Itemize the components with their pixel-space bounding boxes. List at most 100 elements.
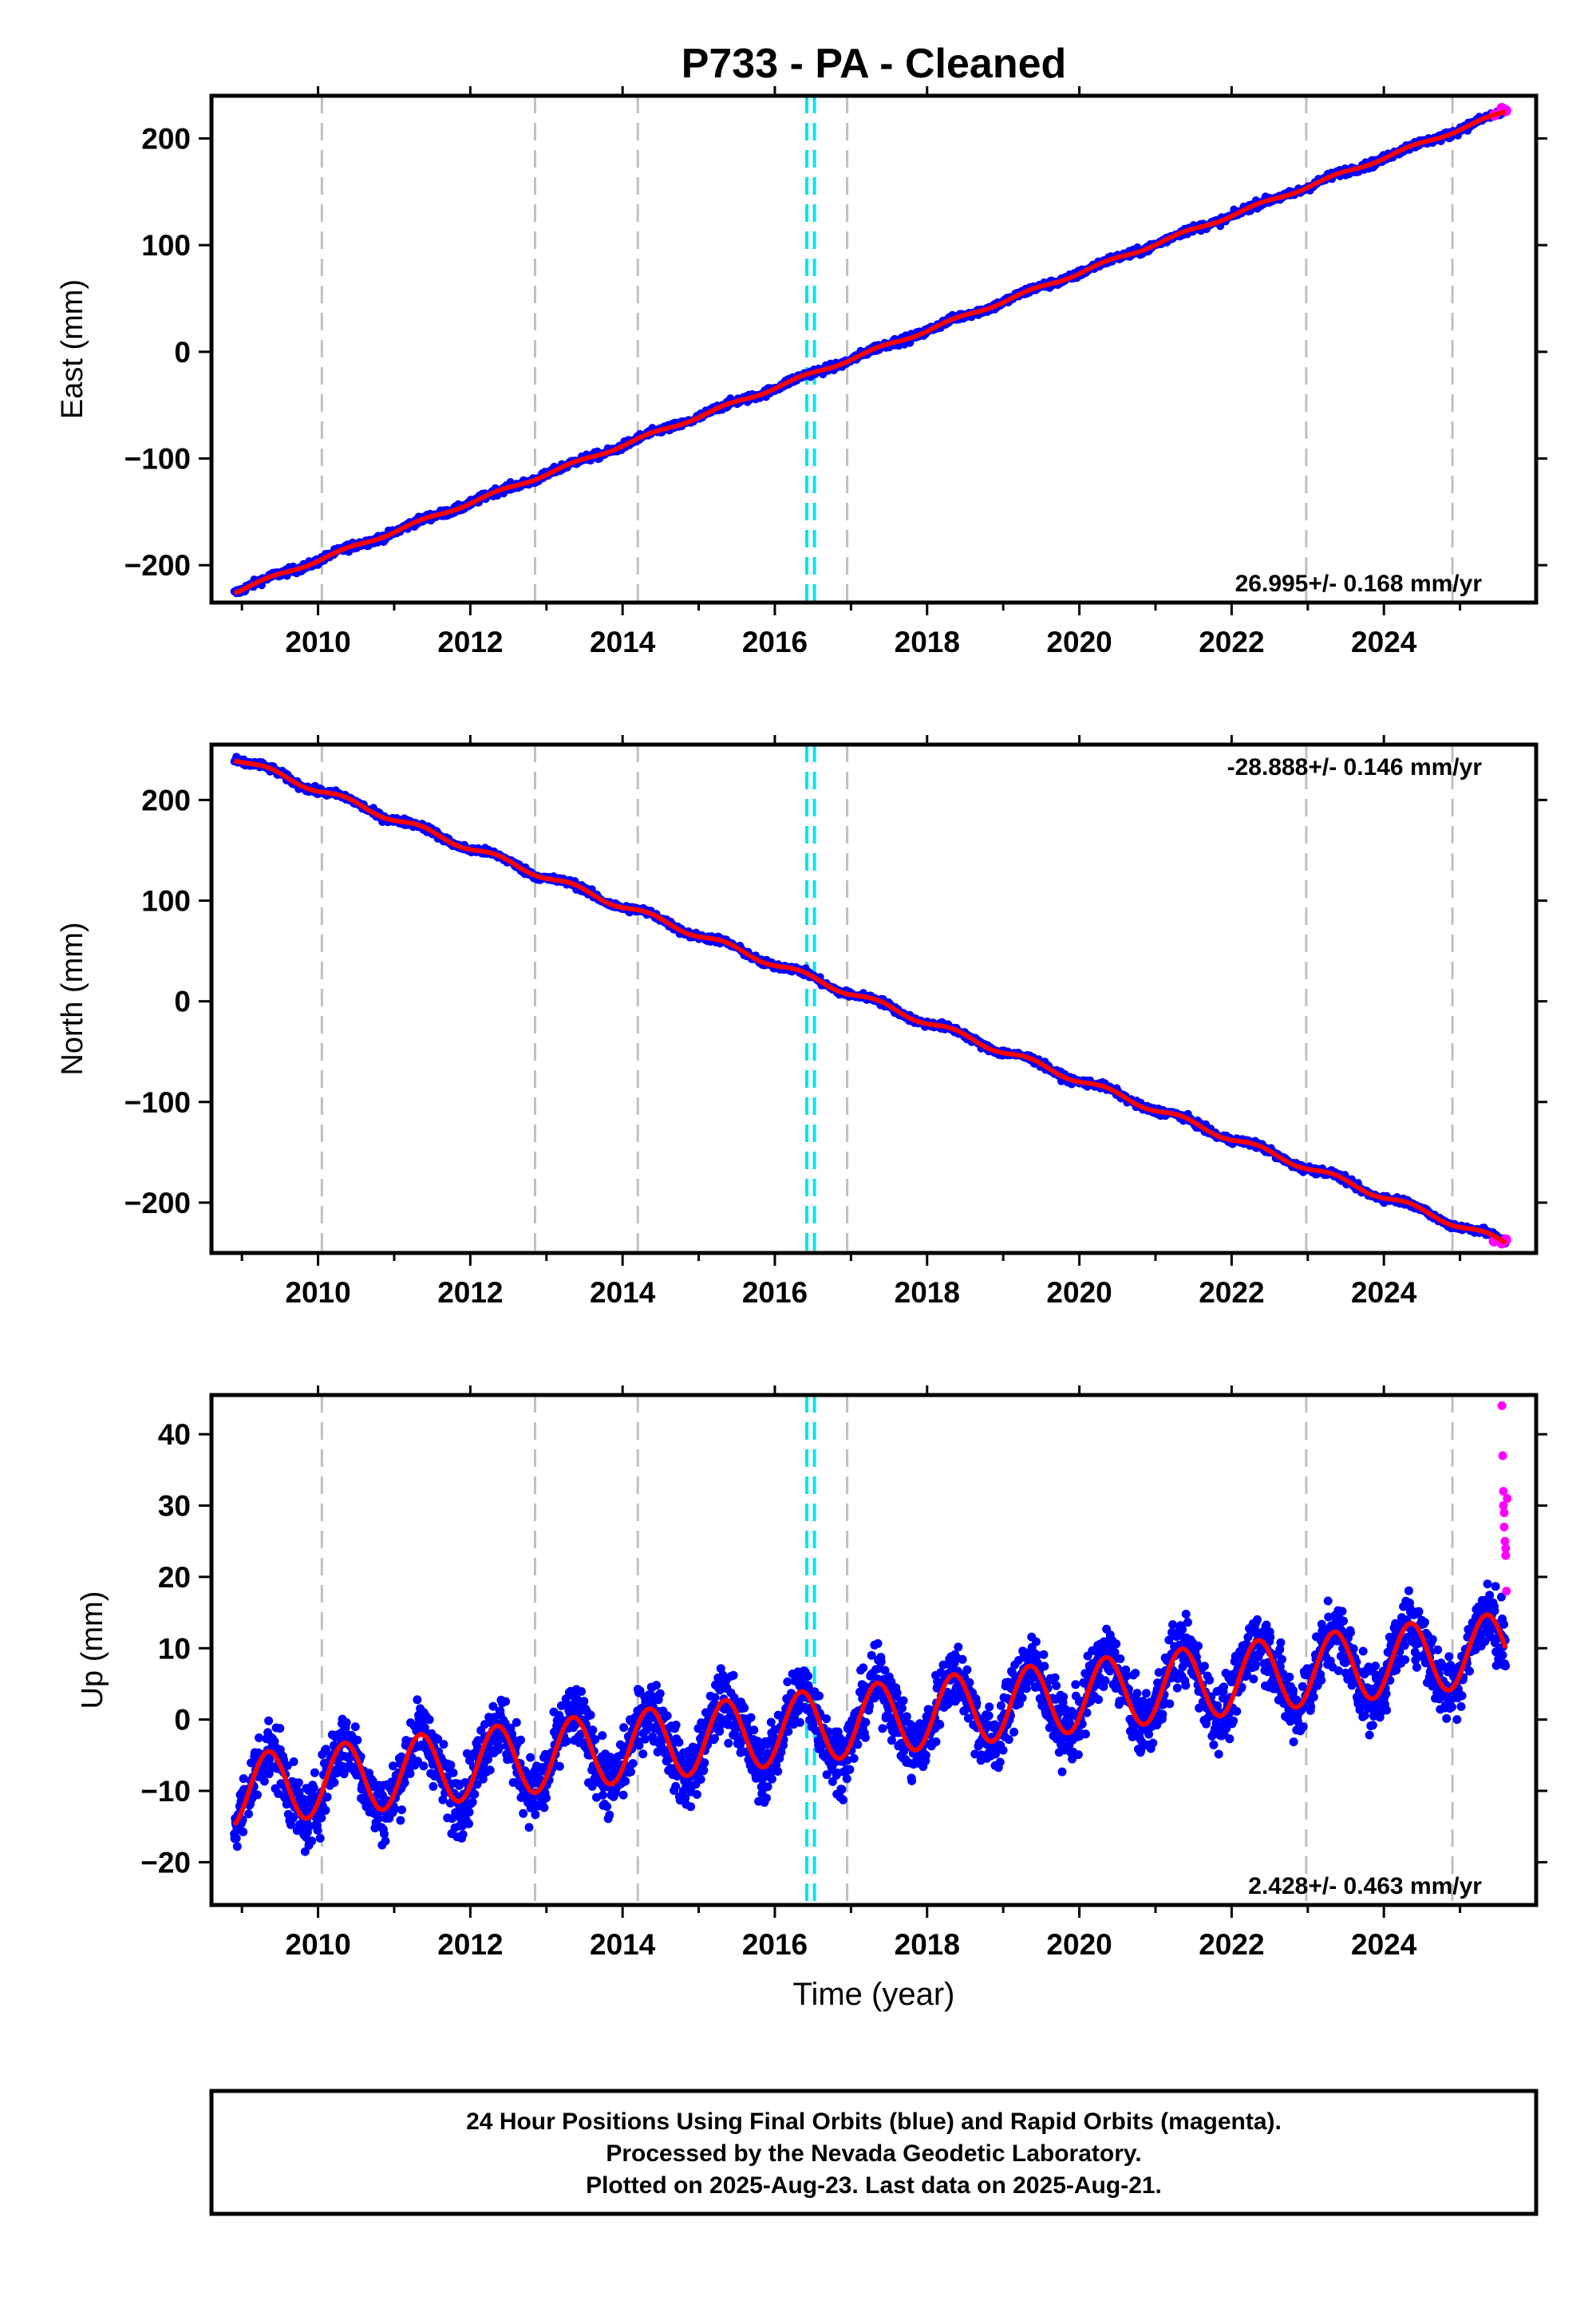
data-point bbox=[274, 1789, 283, 1798]
data-point bbox=[640, 1734, 650, 1744]
data-point bbox=[516, 1735, 525, 1745]
data-point bbox=[635, 1686, 645, 1696]
data-point bbox=[322, 1792, 332, 1802]
data-point bbox=[310, 1768, 319, 1777]
y-tick-label: −100 bbox=[124, 443, 191, 476]
data-point bbox=[309, 1783, 318, 1792]
y-tick-label: 100 bbox=[141, 229, 191, 262]
y-tick-label: −200 bbox=[124, 549, 191, 582]
data-point bbox=[264, 1716, 274, 1725]
data-point bbox=[555, 1710, 564, 1720]
data-point bbox=[531, 1810, 540, 1820]
x-tick-label: 2018 bbox=[895, 1276, 960, 1309]
data-point bbox=[239, 1774, 248, 1784]
data-point bbox=[255, 1733, 264, 1742]
panel-east: 2010 2012 2014 2016 2018 2020 2022 2024−200−100… bbox=[56, 86, 1547, 658]
footer-line-1: 24 Hour Positions Using Final Orbits (bl… bbox=[466, 2109, 1282, 2135]
data-point bbox=[231, 1833, 241, 1843]
y-tick-label: 0 bbox=[174, 986, 191, 1018]
x-tick-label: 2010 bbox=[285, 626, 350, 658]
data-point bbox=[353, 1735, 362, 1745]
footer-box: 24 Hour Positions Using Final Orbits (bl… bbox=[209, 2089, 1539, 2216]
data-point bbox=[321, 1805, 330, 1815]
data-point bbox=[579, 1697, 589, 1706]
y-tick-label: 200 bbox=[141, 122, 191, 155]
y-tick-label: 100 bbox=[141, 885, 191, 918]
data-point bbox=[478, 1774, 488, 1784]
data-point bbox=[598, 1790, 607, 1800]
data-point bbox=[542, 1793, 551, 1803]
data-point bbox=[317, 1813, 326, 1823]
footer-line-3: Plotted on 2025-Aug-23. Last data on 202… bbox=[586, 2172, 1162, 2199]
model-fit-curve bbox=[233, 758, 1507, 1245]
data-point bbox=[294, 1778, 303, 1788]
data-point bbox=[239, 1827, 248, 1836]
data-point bbox=[686, 1802, 696, 1812]
data-point bbox=[501, 1697, 511, 1706]
data-point bbox=[577, 1687, 587, 1696]
data-point bbox=[699, 1765, 709, 1775]
data-point bbox=[662, 1711, 672, 1721]
rate-label: -28.888+/- 0.146 mm/yr bbox=[1227, 754, 1483, 781]
data-point bbox=[390, 1804, 400, 1814]
data-point bbox=[621, 1777, 630, 1786]
data-point bbox=[602, 1802, 612, 1812]
data-point bbox=[389, 1761, 397, 1771]
final-orbit-points bbox=[230, 1579, 1511, 1856]
data-point bbox=[671, 1721, 681, 1729]
data-point bbox=[413, 1757, 422, 1766]
x-tick-label: 2016 bbox=[742, 1276, 808, 1309]
data-point bbox=[275, 1724, 285, 1733]
data-point bbox=[588, 1725, 598, 1735]
data-point bbox=[330, 1778, 339, 1787]
data-point bbox=[307, 1836, 317, 1846]
data-point bbox=[464, 1819, 473, 1828]
data-point bbox=[495, 1742, 504, 1752]
data-point bbox=[425, 1715, 434, 1725]
data-point bbox=[526, 1753, 535, 1762]
panel-frame bbox=[209, 93, 1539, 605]
data-point bbox=[253, 1790, 262, 1800]
data-point bbox=[519, 1808, 528, 1818]
panel-north: 2010 2012 2014 2016 2018 2020 2022 2024−200−100… bbox=[56, 735, 1547, 1309]
data-point bbox=[470, 1789, 480, 1799]
data-point bbox=[472, 1780, 482, 1789]
data-point bbox=[700, 1758, 709, 1768]
data-point bbox=[439, 1740, 448, 1749]
y-tick-label: −200 bbox=[124, 1187, 191, 1219]
panel-frame bbox=[209, 742, 1539, 1255]
data-point bbox=[464, 1808, 474, 1817]
x-axis-label: Time (year) bbox=[793, 1977, 955, 2012]
data-point bbox=[405, 1769, 415, 1778]
y-tick-label: 200 bbox=[141, 784, 191, 816]
data-point bbox=[315, 1833, 325, 1843]
x-tick-label: 2020 bbox=[1046, 626, 1112, 658]
data-point bbox=[350, 1722, 360, 1732]
x-tick-label: 2016 bbox=[742, 626, 808, 658]
y-tick-label: −100 bbox=[124, 1086, 191, 1119]
data-point bbox=[697, 1718, 706, 1728]
data-point bbox=[678, 1758, 688, 1768]
data-point bbox=[587, 1781, 597, 1791]
y-axis-label: East (mm) bbox=[56, 279, 89, 419]
x-tick-label: 2024 bbox=[1351, 626, 1417, 658]
data-point bbox=[512, 1717, 521, 1727]
data-point bbox=[413, 1695, 422, 1705]
data-point bbox=[259, 1777, 269, 1786]
model-fit-curve bbox=[233, 109, 1507, 596]
footer-line-2: Processed by the Nevada Geodetic Laborat… bbox=[606, 2140, 1141, 2167]
x-tick-label: 2012 bbox=[437, 1276, 503, 1309]
data-point bbox=[380, 1829, 389, 1839]
data-point bbox=[488, 1701, 498, 1711]
y-axis-label: North (mm) bbox=[56, 922, 89, 1075]
data-point bbox=[342, 1718, 351, 1727]
data-point bbox=[232, 1842, 242, 1852]
data-point bbox=[322, 1745, 330, 1754]
x-tick-label: 2018 bbox=[895, 626, 960, 658]
data-point bbox=[555, 1761, 564, 1771]
data-point bbox=[438, 1795, 448, 1804]
data-point bbox=[286, 1820, 295, 1829]
data-point bbox=[605, 1810, 614, 1820]
data-point bbox=[562, 1737, 571, 1746]
